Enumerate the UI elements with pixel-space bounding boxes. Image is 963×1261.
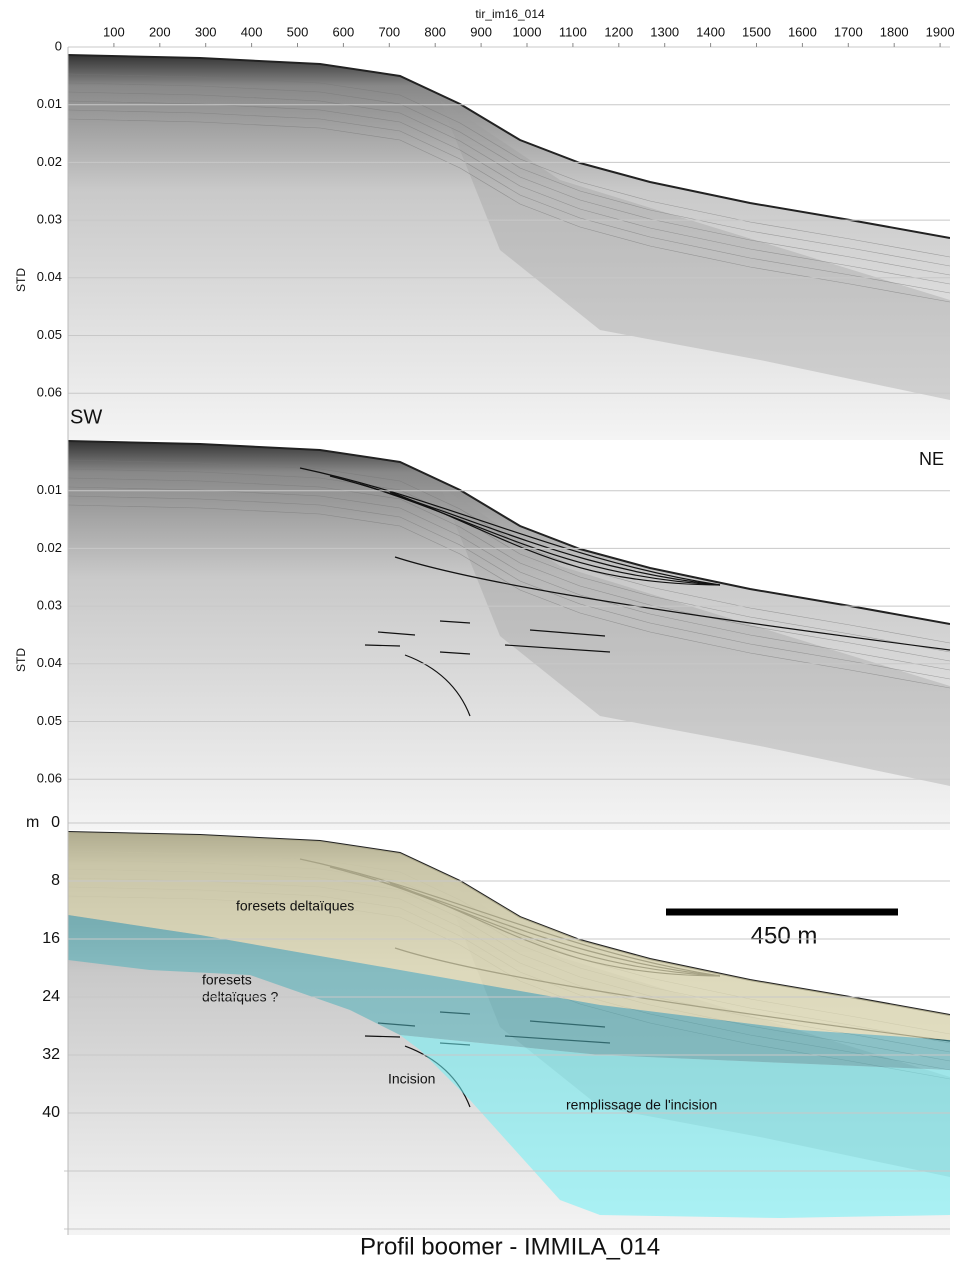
layering xyxy=(68,91,950,276)
y-tick-label: 0.05 xyxy=(37,327,62,342)
annotation: SW xyxy=(70,406,102,428)
y-axis-label: m xyxy=(26,814,39,831)
interpretation xyxy=(299,467,951,717)
x-tick-label: 1900 xyxy=(926,24,955,39)
seismic-dark-wedge xyxy=(440,486,950,786)
reflector xyxy=(439,620,471,624)
y-tick-label: 24 xyxy=(42,988,60,1005)
x-tick-label: 400 xyxy=(241,24,263,39)
seismic-panel xyxy=(68,440,950,830)
seismic-panel xyxy=(68,54,950,440)
reflector xyxy=(394,556,951,651)
reflector xyxy=(404,654,471,717)
x-tick-label: 300 xyxy=(195,24,217,39)
annotation: foresets xyxy=(202,972,252,988)
incision-fill-zone xyxy=(400,1035,950,1218)
layering xyxy=(68,477,950,662)
y-tick-label: 0 xyxy=(51,814,60,831)
y-tick-label: 40 xyxy=(42,1104,60,1121)
seismic-dark-wedge xyxy=(440,100,950,400)
seafloor xyxy=(68,440,950,625)
y-tick-label: 0.06 xyxy=(37,385,62,400)
x-tick-label: 1500 xyxy=(742,24,771,39)
seismic-image xyxy=(68,441,950,830)
reflector xyxy=(377,631,416,636)
y-tick-label: 0.03 xyxy=(37,598,62,613)
reflector xyxy=(364,644,401,647)
x-tick-label: 1800 xyxy=(880,24,909,39)
x-tick-label: 500 xyxy=(287,24,309,39)
x-tick-label: 200 xyxy=(149,24,171,39)
y-tick-label: 0.04 xyxy=(37,269,62,284)
seismic-image xyxy=(68,55,950,440)
x-tick-label: 1300 xyxy=(650,24,679,39)
layering xyxy=(68,73,950,258)
annotation: NE xyxy=(919,449,944,469)
layering xyxy=(68,82,950,267)
x-tick-label: 1000 xyxy=(513,24,542,39)
x-tick-label: 800 xyxy=(424,24,446,39)
x-tick-label: 1600 xyxy=(788,24,817,39)
layering xyxy=(68,118,950,303)
reflector xyxy=(359,483,721,586)
deltaic-foresets-zone xyxy=(68,832,950,1040)
x-tick-label: 600 xyxy=(333,24,355,39)
y-axis-label: STD xyxy=(14,268,28,292)
x-tick-label: 100 xyxy=(103,24,125,39)
x-tick-label: 1100 xyxy=(559,24,587,39)
scale-bar-label: 450 m xyxy=(751,922,818,949)
y-tick-label: 16 xyxy=(42,930,60,947)
y-tick-label: 0.02 xyxy=(37,540,62,555)
y-tick-label: 0.06 xyxy=(37,771,62,786)
y-tick-label: 0 xyxy=(55,38,62,53)
y-tick-label: 0.04 xyxy=(37,655,62,670)
reflector xyxy=(504,644,611,653)
x-tick-label: 1200 xyxy=(604,24,633,39)
interpretation-colors xyxy=(68,832,950,1218)
annotation: Incision xyxy=(388,1071,435,1087)
y-axis-label: STD xyxy=(14,648,28,672)
annotation: remplissage de l'incision xyxy=(566,1097,717,1113)
top-axis-label: tir_im16_014 xyxy=(475,7,545,21)
reflector xyxy=(439,651,471,655)
layering xyxy=(68,486,950,671)
y-tick-label: 0.01 xyxy=(37,482,62,497)
layering xyxy=(68,109,950,294)
layering xyxy=(68,495,950,680)
reflector xyxy=(529,629,606,637)
layering xyxy=(68,468,950,653)
annotation: foresets deltaïques xyxy=(236,898,354,914)
y-tick-label: 0.02 xyxy=(37,154,62,169)
x-tick-label: 1700 xyxy=(834,24,863,39)
y-tick-label: 0.01 xyxy=(37,96,62,111)
x-tick-label: 900 xyxy=(470,24,492,39)
y-tick-label: 0.03 xyxy=(37,212,62,227)
y-tick-label: 8 xyxy=(51,872,60,889)
figure-title: Profil boomer - IMMILA_014 xyxy=(360,1233,660,1260)
reflector xyxy=(389,491,721,586)
x-tick-label: 700 xyxy=(378,24,400,39)
seafloor xyxy=(68,54,950,239)
lower-foresets-zone xyxy=(68,915,950,1070)
reflector xyxy=(299,467,721,586)
y-tick-label: 32 xyxy=(42,1046,60,1063)
x-tick-label: 1400 xyxy=(696,24,725,39)
reflector xyxy=(364,1035,401,1038)
y-tick-label: 0.05 xyxy=(37,713,62,728)
layering xyxy=(68,459,950,644)
layering xyxy=(68,504,950,689)
layering xyxy=(68,100,950,285)
